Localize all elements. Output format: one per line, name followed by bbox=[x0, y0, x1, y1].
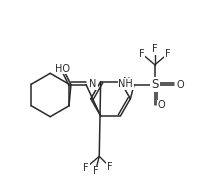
Text: HO: HO bbox=[55, 64, 70, 74]
Text: N: N bbox=[89, 79, 97, 89]
Text: N: N bbox=[124, 77, 131, 87]
Text: F: F bbox=[165, 48, 171, 59]
Text: S: S bbox=[151, 78, 159, 91]
Text: O: O bbox=[176, 80, 184, 90]
Text: F: F bbox=[139, 48, 145, 59]
Text: F: F bbox=[83, 163, 89, 173]
Text: F: F bbox=[107, 162, 112, 172]
Text: F: F bbox=[152, 44, 158, 54]
Text: NH: NH bbox=[118, 79, 133, 89]
Text: O: O bbox=[158, 100, 165, 110]
Text: F: F bbox=[93, 166, 98, 176]
